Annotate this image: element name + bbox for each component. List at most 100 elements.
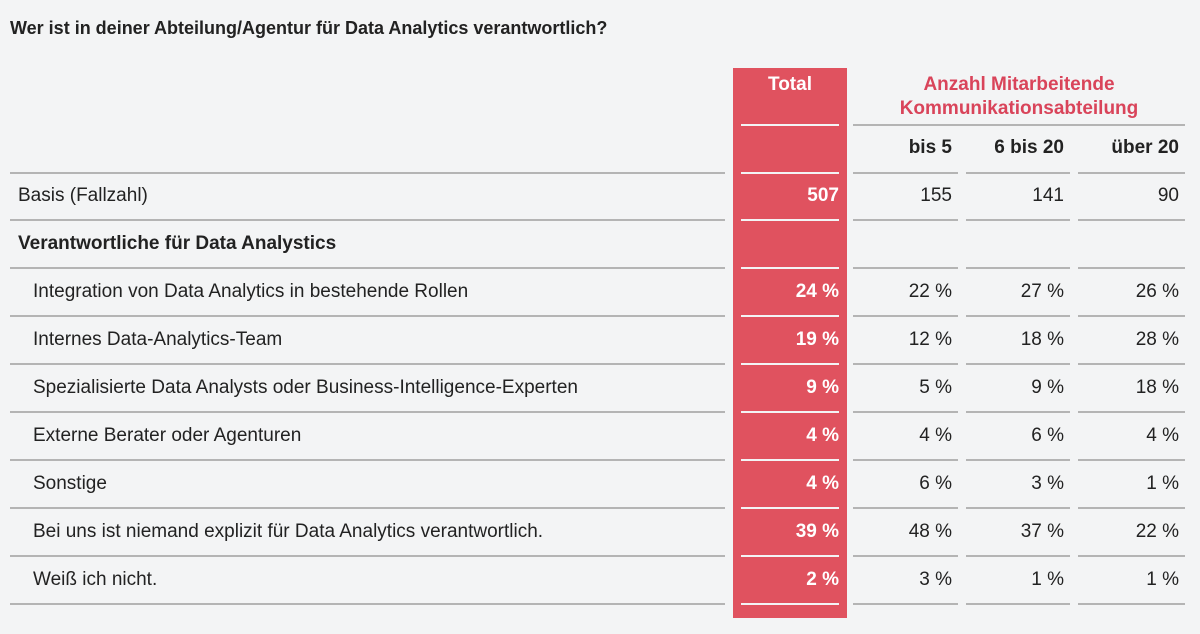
cell-value: 18 % [1135, 377, 1179, 398]
rule [1078, 219, 1185, 221]
rule [1078, 172, 1185, 174]
row-label: Sonstige [33, 473, 107, 494]
rule [853, 507, 958, 509]
cell-value: 1 % [1146, 473, 1179, 494]
rule [966, 507, 1070, 509]
column-header: bis 5 [908, 137, 952, 158]
rule [741, 411, 839, 413]
rule [853, 267, 958, 269]
rule [741, 459, 839, 461]
row-label: Weiß ich nicht. [33, 569, 158, 590]
rule [853, 603, 958, 605]
rule [966, 172, 1070, 174]
rule [10, 411, 725, 413]
rule [1078, 603, 1185, 605]
rule [1078, 315, 1185, 317]
rule [966, 315, 1070, 317]
rule [1078, 411, 1185, 413]
rule [741, 267, 839, 269]
cell-value: 37 % [1020, 521, 1064, 542]
rule [853, 555, 958, 557]
row-label: Basis (Fallzahl) [18, 185, 148, 206]
cell-value: 12 % [908, 329, 952, 350]
rule [741, 172, 839, 174]
cell-value: 6 % [919, 473, 952, 494]
rule [1078, 459, 1185, 461]
rule [10, 459, 725, 461]
row-label: Externe Berater oder Agenturen [33, 425, 302, 446]
cell-value: 1 % [1146, 569, 1179, 590]
column-header: über 20 [1111, 137, 1179, 158]
cell-value: 27 % [1020, 281, 1064, 302]
rule [10, 603, 725, 605]
row-label: Verantwortliche für Data Analystics [18, 233, 337, 254]
total-value: 4 % [806, 425, 839, 446]
rule [741, 363, 839, 365]
rule [966, 555, 1070, 557]
cell-value: 1 % [1031, 569, 1064, 590]
rule [10, 363, 725, 365]
rule [853, 219, 958, 221]
rule [966, 459, 1070, 461]
total-value: 4 % [806, 473, 839, 494]
cell-value: 6 % [1031, 425, 1064, 446]
cell-value: 141 [1032, 185, 1064, 206]
total-value: 39 % [795, 521, 839, 542]
rule [853, 459, 958, 461]
cell-value: 9 % [1031, 377, 1064, 398]
cell-value: 26 % [1135, 281, 1179, 302]
rule [741, 507, 839, 509]
total-value: 2 % [806, 569, 839, 590]
rule [853, 124, 1185, 126]
row-label: Bei uns ist niemand explizit für Data An… [33, 521, 544, 542]
rule [10, 315, 725, 317]
rule [966, 267, 1070, 269]
rule [741, 603, 839, 605]
rule [741, 315, 839, 317]
cell-value: 22 % [1135, 521, 1179, 542]
rule [741, 555, 839, 557]
cell-value: 90 [1157, 185, 1179, 206]
rule [853, 363, 958, 365]
total-column-bg [733, 68, 847, 618]
total-value: 9 % [806, 377, 839, 398]
cell-value: 3 % [919, 569, 952, 590]
row-label: Spezialisierte Data Analysts oder Busine… [33, 377, 578, 398]
rule [10, 507, 725, 509]
group-header-line: Kommunikationsabteilung [899, 98, 1139, 119]
row-label: Integration von Data Analytics in besteh… [33, 281, 469, 302]
cell-value: 28 % [1135, 329, 1179, 350]
rule [966, 603, 1070, 605]
rule [741, 219, 839, 221]
rule [741, 124, 839, 126]
rule [1078, 363, 1185, 365]
cell-value: 22 % [908, 281, 952, 302]
rule [10, 172, 725, 174]
rule [1078, 507, 1185, 509]
cell-value: 3 % [1031, 473, 1064, 494]
cell-value: 4 % [919, 425, 952, 446]
rule [853, 172, 958, 174]
rule [1078, 555, 1185, 557]
title: Wer ist in deiner Abteilung/Agentur für … [10, 18, 608, 38]
total-header: Total [768, 74, 812, 95]
rule [10, 267, 725, 269]
rule [10, 555, 725, 557]
cell-value: 5 % [919, 377, 952, 398]
rule [966, 363, 1070, 365]
rule [966, 219, 1070, 221]
total-value: 507 [807, 185, 839, 206]
rule [10, 219, 725, 221]
rule [853, 315, 958, 317]
cell-value: 48 % [908, 521, 952, 542]
cell-value: 155 [920, 185, 952, 206]
row-label: Internes Data-Analytics-Team [33, 329, 283, 350]
rule [853, 411, 958, 413]
group-header-line: Anzahl Mitarbeitende [923, 74, 1115, 95]
rule [966, 411, 1070, 413]
cell-value: 4 % [1146, 425, 1179, 446]
total-value: 24 % [795, 281, 839, 302]
cell-value: 18 % [1020, 329, 1064, 350]
rule [1078, 267, 1185, 269]
